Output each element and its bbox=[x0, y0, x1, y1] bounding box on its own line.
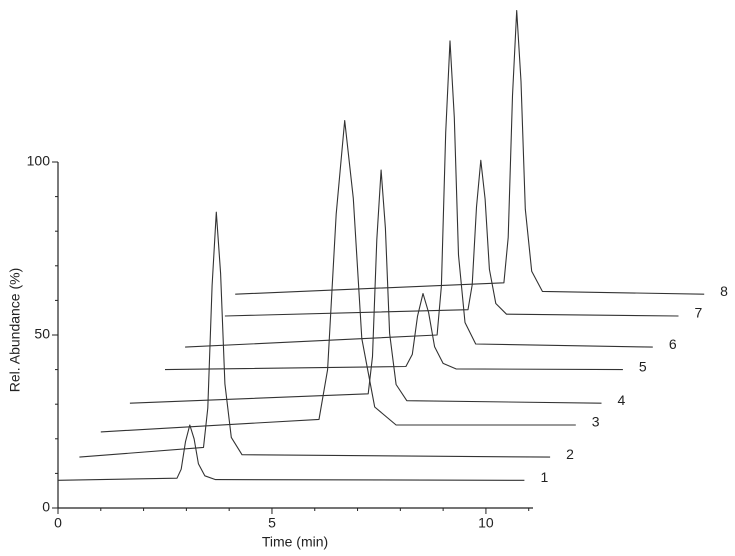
trace bbox=[57, 424, 525, 481]
x-tick-label: 5 bbox=[268, 515, 276, 531]
x-tick-label: 10 bbox=[478, 515, 494, 531]
trace-label: 6 bbox=[669, 336, 677, 352]
trace bbox=[79, 211, 551, 458]
trace bbox=[129, 169, 602, 404]
trace bbox=[235, 9, 705, 295]
y-tick-label: 100 bbox=[27, 153, 51, 169]
trace-label: 2 bbox=[566, 446, 574, 462]
y-tick-label: 0 bbox=[42, 499, 50, 515]
trace bbox=[185, 40, 653, 348]
x-axis-label: Time (min) bbox=[262, 534, 328, 550]
trace-label: 5 bbox=[639, 358, 647, 374]
y-tick-label: 50 bbox=[34, 326, 50, 342]
trace-label: 7 bbox=[694, 305, 702, 321]
trace bbox=[224, 159, 679, 317]
x-tick-label: 0 bbox=[54, 515, 62, 531]
trace-label: 4 bbox=[617, 392, 625, 408]
y-axis-label: Rel. Abundance (%) bbox=[7, 268, 23, 393]
trace bbox=[100, 119, 576, 433]
trace-label: 8 bbox=[720, 283, 728, 299]
trace-label: 3 bbox=[592, 414, 600, 430]
trace bbox=[164, 292, 623, 371]
trace-label: 1 bbox=[540, 469, 548, 485]
